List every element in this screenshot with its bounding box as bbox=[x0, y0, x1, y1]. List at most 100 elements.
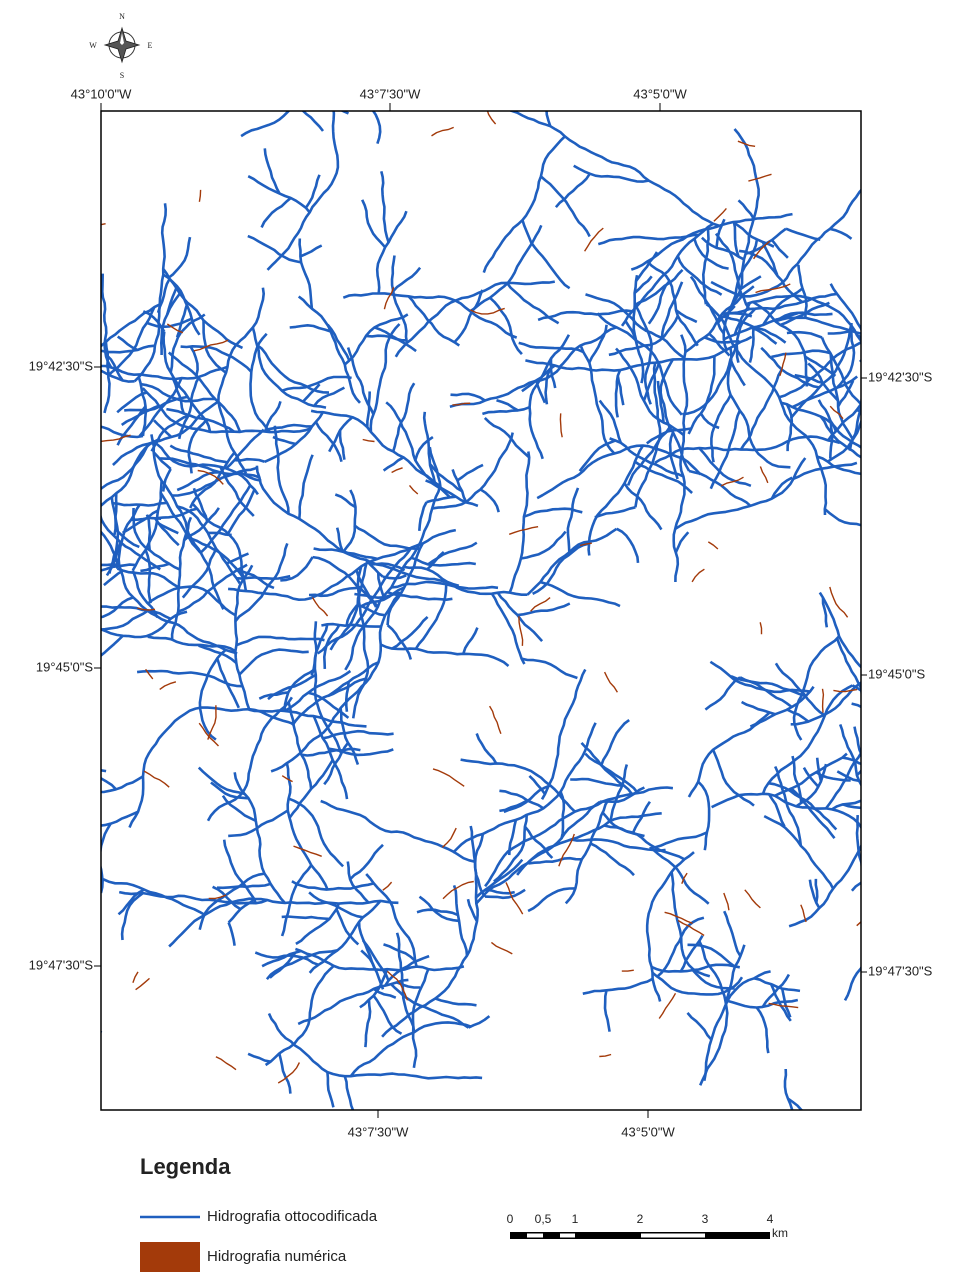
left-coordinate: 19°42'30"S bbox=[29, 358, 94, 373]
river bbox=[528, 529, 617, 595]
river bbox=[321, 801, 475, 862]
river bbox=[424, 412, 435, 483]
river-numeric bbox=[823, 689, 824, 713]
river-numeric bbox=[659, 993, 675, 1018]
river bbox=[0, 642, 17, 671]
river bbox=[568, 488, 578, 552]
river bbox=[927, 687, 956, 700]
scale-label: 1 bbox=[572, 1212, 579, 1226]
river bbox=[924, 796, 932, 831]
river bbox=[8, 1031, 101, 1126]
river bbox=[363, 940, 389, 980]
river bbox=[618, 376, 624, 405]
river bbox=[716, 234, 749, 310]
river bbox=[843, 804, 872, 812]
river bbox=[786, 229, 820, 240]
river bbox=[102, 274, 111, 368]
river bbox=[457, 465, 483, 481]
river bbox=[952, 834, 956, 869]
river bbox=[168, 237, 190, 278]
river bbox=[366, 874, 416, 967]
river bbox=[771, 351, 830, 357]
river bbox=[741, 370, 782, 450]
river bbox=[521, 532, 566, 559]
river-numeric bbox=[745, 890, 761, 908]
river bbox=[507, 45, 547, 103]
river bbox=[79, 345, 155, 353]
river bbox=[830, 1233, 850, 1273]
river bbox=[329, 749, 394, 755]
river bbox=[341, 708, 358, 765]
river bbox=[625, 483, 662, 529]
river bbox=[541, 176, 590, 236]
river bbox=[366, 336, 407, 341]
river bbox=[816, 879, 817, 903]
river bbox=[497, 400, 519, 410]
river bbox=[789, 1195, 814, 1220]
river bbox=[379, 1171, 462, 1204]
river bbox=[536, 380, 545, 402]
river bbox=[0, 1104, 45, 1107]
left-coordinate: 19°45'0"S bbox=[36, 659, 93, 674]
river bbox=[540, 582, 620, 606]
river bbox=[891, 470, 919, 492]
river-numeric bbox=[531, 598, 551, 612]
river bbox=[477, 734, 497, 764]
river bbox=[921, 817, 956, 836]
river bbox=[290, 325, 331, 331]
river bbox=[806, 1122, 815, 1169]
river bbox=[886, 469, 904, 526]
river bbox=[804, 768, 818, 787]
river bbox=[309, 587, 362, 596]
scale-bar-segment bbox=[527, 1234, 543, 1238]
river bbox=[796, 1127, 861, 1202]
river bbox=[530, 335, 569, 459]
river bbox=[51, 766, 116, 789]
river bbox=[416, 585, 446, 649]
river bbox=[154, 420, 171, 437]
river bbox=[763, 242, 777, 275]
river bbox=[266, 401, 280, 427]
river bbox=[393, 268, 420, 292]
river bbox=[381, 171, 388, 242]
river bbox=[130, 708, 295, 828]
river bbox=[351, 1022, 472, 1076]
river bbox=[886, 690, 956, 733]
river bbox=[362, 200, 385, 247]
scale-bar bbox=[510, 1232, 770, 1239]
river-numeric bbox=[622, 970, 634, 971]
river bbox=[123, 511, 158, 533]
river bbox=[371, 17, 419, 20]
river-numeric bbox=[748, 174, 771, 181]
legend-item: Hidrografia ottocodificada bbox=[207, 1208, 378, 1225]
river bbox=[248, 1054, 271, 1062]
river bbox=[678, 256, 722, 295]
scale-label: 3 bbox=[702, 1212, 709, 1226]
river bbox=[788, 1099, 828, 1134]
river bbox=[905, 416, 918, 462]
river bbox=[591, 844, 634, 876]
river-numeric bbox=[599, 1055, 611, 1057]
river bbox=[788, 710, 809, 722]
river-numeric bbox=[491, 942, 512, 954]
right-coordinate: 19°47'30"S bbox=[868, 963, 933, 978]
river bbox=[0, 594, 38, 616]
river bbox=[839, 1181, 903, 1195]
river bbox=[913, 873, 935, 893]
river bbox=[883, 342, 899, 367]
river bbox=[354, 525, 420, 549]
river bbox=[581, 347, 614, 454]
river bbox=[218, 288, 263, 474]
river bbox=[705, 677, 740, 709]
river bbox=[23, 607, 83, 644]
river bbox=[235, 565, 252, 709]
river bbox=[853, 1165, 882, 1170]
river bbox=[271, 595, 398, 771]
river-numeric bbox=[830, 587, 848, 617]
river bbox=[935, 876, 956, 887]
river bbox=[36, 636, 123, 741]
scale-label: 4 bbox=[767, 1212, 774, 1226]
scale-unit: km bbox=[772, 1226, 788, 1240]
river bbox=[332, 18, 361, 22]
river bbox=[46, 776, 143, 792]
